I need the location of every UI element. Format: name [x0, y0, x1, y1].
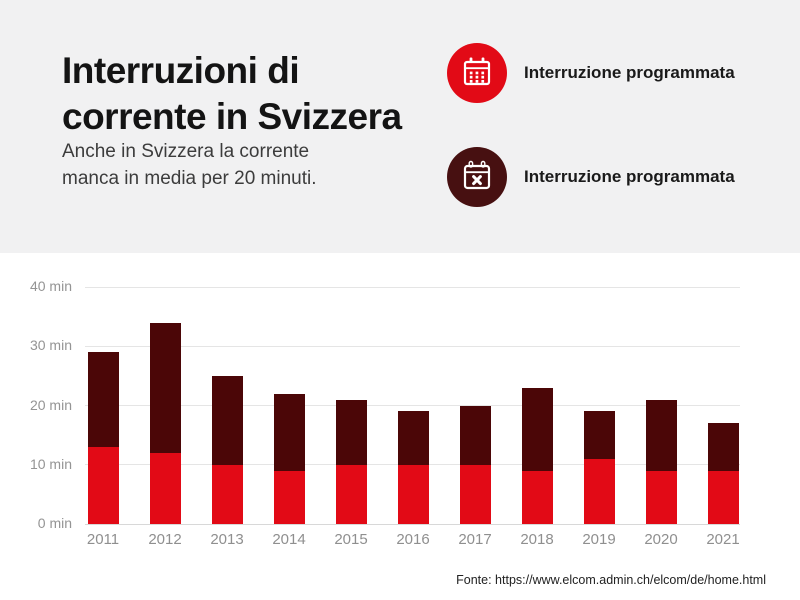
calendar-grid-icon [463, 57, 491, 86]
bar-2021 [707, 423, 739, 524]
bar-2013 [211, 375, 243, 524]
bar-segment-dark-2012 [149, 322, 181, 453]
bar-segment-dark-2017 [459, 405, 491, 465]
bar-segment-red-2014 [273, 470, 305, 524]
x-axis-label-2011: 2011 [86, 531, 120, 548]
bar-segment-dark-2016 [397, 411, 429, 465]
x-axis-label-2020: 2020 [644, 531, 678, 548]
bar-2011 [87, 352, 119, 524]
page-title-line2: corrente in Svizzera [62, 96, 402, 137]
page-subtitle: Anche in Svizzera la corrente manca in m… [62, 138, 317, 192]
legend-label: Interruzione programmata [524, 63, 735, 82]
y-axis-label: 30 min [29, 337, 72, 354]
bar-segment-red-2012 [149, 452, 181, 524]
x-axis-label-2013: 2013 [210, 531, 244, 548]
gridline-40min [85, 286, 740, 288]
bar-segment-red-2013 [211, 464, 243, 524]
bar-2014 [273, 393, 305, 524]
bar-2020 [645, 399, 677, 524]
bar-segment-dark-2018 [521, 387, 553, 471]
page-title-line1: Interruzioni di [62, 50, 300, 91]
gridline-30min [85, 345, 740, 347]
bar-segment-red-2020 [645, 470, 677, 524]
bar-segment-red-2011 [87, 446, 119, 524]
bar-2017 [459, 405, 491, 524]
bar-2019 [583, 411, 615, 524]
x-axis-label-2019: 2019 [582, 531, 616, 548]
bar-segment-red-2018 [521, 470, 553, 524]
x-axis-label-2012: 2012 [148, 531, 182, 548]
bar-segment-dark-2020 [645, 399, 677, 471]
y-axis-label: 0 min [37, 515, 72, 531]
bar-segment-dark-2011 [87, 352, 119, 447]
page-subtitle-line2: manca in media per 20 minuti. [62, 168, 317, 189]
bar-segment-red-2019 [583, 458, 615, 524]
x-axis-label-2017: 2017 [458, 531, 492, 548]
bar-segment-red-2015 [335, 464, 367, 524]
y-axis-label: 10 min [29, 455, 72, 472]
x-axis-label-2015: 2015 [334, 531, 368, 548]
calendar-x-icon [463, 160, 491, 190]
gridline-0min [85, 523, 740, 525]
bar-segment-dark-2014 [273, 393, 305, 471]
bar-segment-dark-2015 [335, 399, 367, 465]
bar-segment-dark-2013 [211, 375, 243, 465]
page-subtitle-line1: Anche in Svizzera la corrente [62, 141, 310, 162]
gridline-20min [85, 405, 740, 406]
bar-2012 [149, 322, 181, 524]
x-axis-label-2018: 2018 [520, 531, 554, 548]
bar-segment-red-2021 [707, 470, 739, 524]
legend-item-planned-dark: Interruzione programmata [447, 147, 735, 207]
x-axis-label-2016: 2016 [396, 531, 430, 548]
page-title: Interruzioni di corrente in Svizzera [62, 48, 402, 140]
x-axis-label-2021: 2021 [706, 531, 740, 548]
bar-segment-red-2016 [397, 464, 429, 524]
bar-2015 [335, 399, 367, 524]
bar-segment-dark-2019 [583, 411, 615, 459]
bar-segment-dark-2021 [707, 423, 739, 471]
y-axis-label: 20 min [29, 396, 72, 413]
header-band [0, 0, 800, 253]
y-axis-label: 40 min [29, 278, 72, 294]
legend-circle-red [447, 43, 507, 103]
bar-2016 [397, 411, 429, 524]
bar-2018 [521, 387, 553, 524]
legend-label: Interruzione programmata [524, 167, 735, 186]
legend-item-planned-red: Interruzione programmata [447, 43, 735, 103]
bar-segment-red-2017 [459, 464, 491, 524]
x-axis-label-2014: 2014 [272, 531, 306, 548]
source-note: Fonte: https://www.elcom.admin.ch/elcom/… [456, 573, 766, 587]
legend-circle-dark [447, 147, 507, 207]
